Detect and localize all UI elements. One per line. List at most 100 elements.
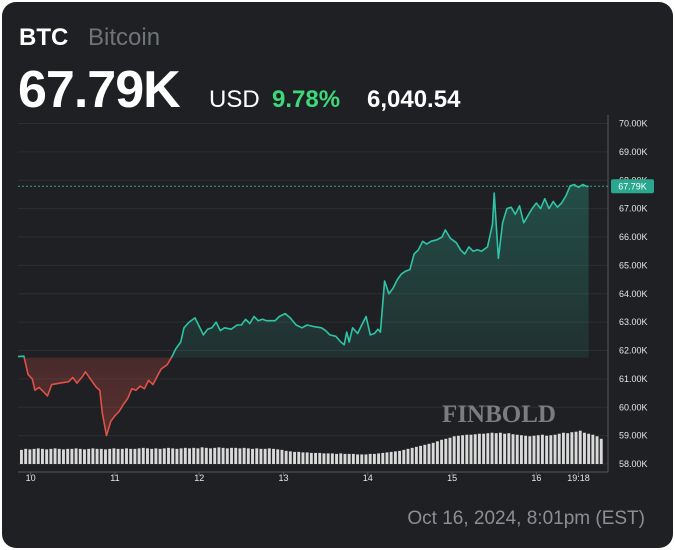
volume-bar	[267, 448, 271, 464]
volume-bar	[284, 450, 288, 464]
x-tick-label: 13	[278, 473, 288, 483]
volume-bar	[301, 452, 305, 464]
volume-bar	[498, 432, 502, 464]
volume-bar	[104, 449, 107, 464]
volume-bar	[230, 447, 233, 464]
volume-bar	[183, 447, 187, 464]
volume-bar	[347, 453, 351, 464]
volume-bar	[557, 433, 561, 464]
volume-bar	[49, 448, 53, 464]
line-below-baseline	[23, 357, 173, 437]
volume-bar	[440, 439, 444, 464]
volume-bar	[465, 434, 469, 464]
volume-bar	[213, 447, 217, 464]
price-series	[17, 183, 589, 437]
volume-bar	[448, 437, 452, 464]
line-above-baseline	[17, 183, 589, 358]
volume-bar	[381, 452, 385, 464]
volume-bar	[120, 448, 124, 464]
volume-bar	[87, 448, 91, 464]
volume-bar	[188, 448, 191, 464]
volume-bar	[591, 434, 595, 464]
volume-bar	[561, 432, 565, 464]
volume-bar	[53, 448, 57, 464]
volume-bar	[70, 448, 74, 464]
volume-bar	[234, 447, 238, 464]
volume-bar	[99, 448, 103, 464]
volume-bar	[393, 451, 397, 464]
y-tick-label: 69.00K	[619, 147, 648, 157]
x-tick-label: 19:18	[567, 473, 590, 483]
area-above-baseline	[18, 184, 589, 358]
volume-bar	[330, 453, 334, 464]
y-tick-label: 59.00K	[619, 431, 648, 441]
volume-bar	[343, 453, 347, 464]
volume-bar	[351, 453, 355, 464]
volume-bar	[255, 448, 259, 464]
volume-bar	[74, 448, 78, 464]
volume-bar	[179, 448, 183, 464]
volume-bar	[36, 448, 40, 464]
volume-bar	[410, 447, 414, 464]
volume-bar	[570, 432, 574, 464]
volume-bar	[503, 433, 507, 464]
volume-bar	[406, 448, 410, 464]
volume-bar	[452, 436, 456, 464]
volume-bar	[423, 444, 427, 464]
volume-bar	[162, 448, 166, 464]
volume-bar	[154, 448, 158, 464]
volume-bar	[482, 433, 486, 464]
volume-bar	[293, 451, 296, 464]
volume-bar	[473, 434, 477, 464]
volume-bar	[221, 447, 225, 464]
x-tick-label: 15	[447, 473, 457, 483]
y-tick-label: 62.00K	[619, 346, 648, 356]
volume-bar	[45, 449, 49, 464]
volume-bar	[536, 435, 540, 464]
volume-bar	[171, 448, 175, 464]
volume-bar	[129, 448, 133, 464]
volume-bar	[431, 442, 435, 464]
volume-bar	[125, 448, 128, 464]
volume-bar	[566, 433, 570, 464]
volume-bar	[511, 434, 515, 464]
volume-bar	[519, 435, 523, 464]
volume-bar	[507, 433, 511, 464]
volume-bar	[356, 454, 360, 464]
volume-bar	[196, 448, 200, 464]
volume-bar	[20, 449, 23, 464]
y-tick-label: 60.00K	[619, 402, 648, 412]
volume-bar	[456, 435, 460, 464]
y-tick-label: 63.00K	[619, 317, 648, 327]
area-below-baseline	[18, 357, 589, 436]
volume-bar	[95, 448, 99, 464]
volume-bar	[133, 448, 137, 464]
volume-bar	[116, 448, 120, 464]
volume-bar	[288, 451, 292, 464]
volume-bar	[217, 447, 221, 464]
volume-bar	[377, 453, 381, 464]
change-percent: 9.78%	[272, 86, 341, 113]
x-tick-label: 10	[26, 473, 36, 483]
volume-bar	[175, 448, 179, 464]
volume-bar	[486, 433, 490, 464]
x-tick-label: 16	[531, 473, 541, 483]
volume-bar	[532, 435, 536, 464]
volume-bar	[398, 450, 402, 464]
x-tick-label: 12	[194, 473, 204, 483]
volume-bar	[339, 453, 343, 464]
volume-bar	[57, 448, 61, 464]
volume-bar	[209, 448, 212, 464]
volume-bar	[494, 433, 498, 464]
volume-bar	[402, 449, 406, 464]
y-tick-label: 66.00K	[619, 232, 648, 242]
volume-bar	[192, 447, 196, 464]
volume-bar	[108, 448, 112, 464]
current-price: 67.79K	[18, 61, 181, 119]
volume-bar	[599, 438, 603, 464]
volume-bar	[385, 452, 389, 464]
volume-bar	[32, 448, 36, 464]
volume-bar	[167, 447, 170, 464]
volume-bar	[200, 447, 204, 464]
